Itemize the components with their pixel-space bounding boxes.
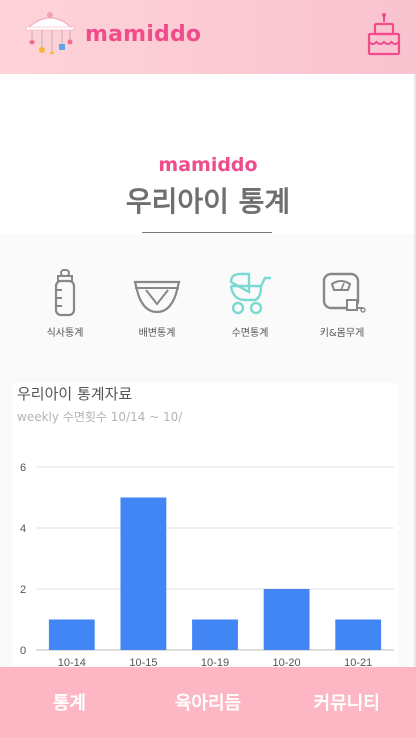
- chart-bar[interactable]: [120, 497, 167, 651]
- scale-icon: [322, 272, 366, 313]
- category-label: 수면통계: [231, 328, 269, 339]
- y-tick-label: 6: [20, 462, 26, 474]
- chart-bar[interactable]: [263, 589, 310, 650]
- x-tick-label: 10-19: [201, 657, 229, 667]
- title-divider: [142, 232, 272, 233]
- category-height-weight[interactable]: 키&몸무게: [302, 268, 382, 340]
- bottom-nav: 통계 육아리듬 커뮤니티: [0, 667, 416, 737]
- category-feeding[interactable]: 식사통계: [25, 268, 105, 340]
- y-tick-label: 2: [20, 584, 26, 596]
- diaper-icon: [133, 280, 181, 314]
- stats-subtitle: weekly 수면횟수 10/14 ~ 10/: [17, 410, 183, 424]
- page-title: 우리아이 통계: [125, 185, 291, 218]
- chart-bar[interactable]: [48, 619, 95, 651]
- category-row: 식사통계 배변통계 수면통계 키&몸무게: [0, 268, 416, 348]
- birthday-cake-icon[interactable]: [366, 12, 402, 58]
- baby-mobile-icon: [25, 12, 75, 55]
- category-sleep[interactable]: 수면통계: [210, 268, 290, 340]
- nav-tab-community[interactable]: 커뮤니티: [313, 693, 380, 714]
- x-tick-label: 10-20: [273, 657, 301, 667]
- app-header: mamiddo: [0, 0, 416, 74]
- chart-bar[interactable]: [335, 619, 382, 651]
- y-tick-label: 4: [20, 523, 26, 535]
- stats-card: 우리아이 통계자료 weekly 수면횟수 10/14 ~ 10/ 0 2 4 6 10…: [12, 383, 398, 667]
- x-tick-label: 10-14: [58, 657, 86, 667]
- nav-tab-stats[interactable]: 통계: [52, 693, 86, 714]
- scrollbar-track: [414, 74, 416, 667]
- baby-bottle-icon: [54, 269, 76, 317]
- y-tick-label: 0: [20, 645, 26, 657]
- category-label: 키&몸무게: [319, 328, 365, 339]
- stroller-icon: [229, 272, 271, 315]
- x-tick-label: 10-15: [129, 657, 157, 667]
- stats-title: 우리아이 통계자료: [17, 385, 133, 403]
- x-tick-label: 10-21: [344, 657, 372, 667]
- nav-tab-parenting-rhythm[interactable]: 육아리듬: [174, 693, 242, 714]
- hero-section: mamiddo 우리아이 통계: [0, 74, 416, 234]
- hero-brand: mamiddo: [158, 154, 258, 176]
- sleep-count-bar-chart: 0 2 4 6 10-14 10-15 10-19 10-20 10-21: [20, 462, 394, 667]
- app-brand-title: mamiddo: [85, 22, 202, 47]
- category-label: 배변통계: [138, 328, 176, 339]
- category-label: 식사통계: [46, 328, 84, 339]
- category-diaper[interactable]: 배변통계: [117, 268, 197, 340]
- chart-bar[interactable]: [192, 619, 238, 651]
